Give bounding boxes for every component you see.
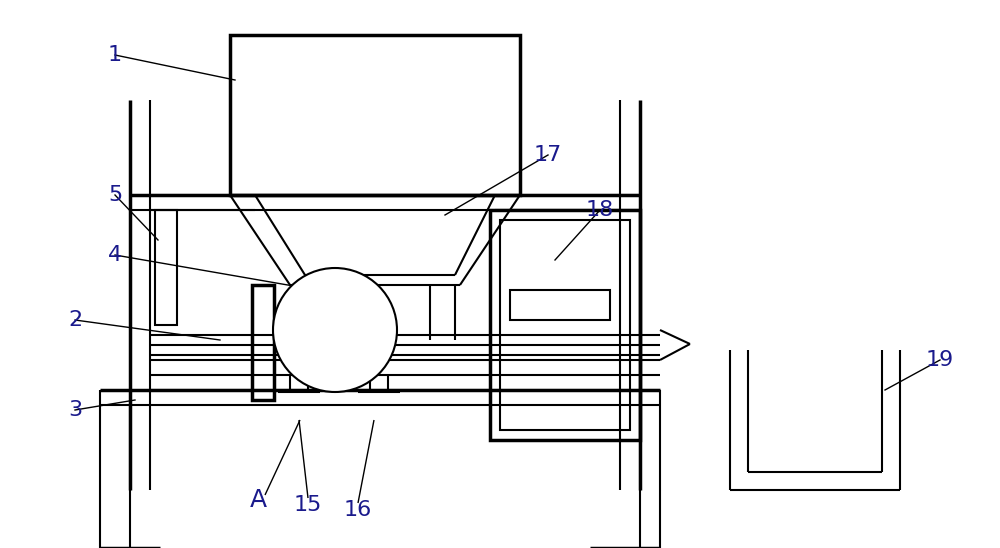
Bar (305, 300, 325, 330)
Text: 1: 1 (108, 45, 122, 65)
Bar (252, 285, 274, 400)
Bar (500, 220, 630, 430)
Text: 18: 18 (586, 200, 614, 220)
Text: 17: 17 (534, 145, 562, 165)
Text: 19: 19 (926, 350, 954, 370)
Bar (510, 290, 610, 320)
Text: A: A (249, 488, 267, 512)
Text: 15: 15 (294, 495, 322, 515)
Text: 2: 2 (68, 310, 82, 330)
Bar (318, 315, 330, 337)
Text: 5: 5 (108, 185, 122, 205)
Bar (230, 35, 520, 195)
Text: 16: 16 (344, 500, 372, 520)
Text: 3: 3 (68, 400, 82, 420)
Bar (490, 210, 640, 440)
Bar (155, 210, 177, 325)
Circle shape (273, 268, 397, 392)
Text: 4: 4 (108, 245, 122, 265)
Bar (300, 282, 355, 312)
